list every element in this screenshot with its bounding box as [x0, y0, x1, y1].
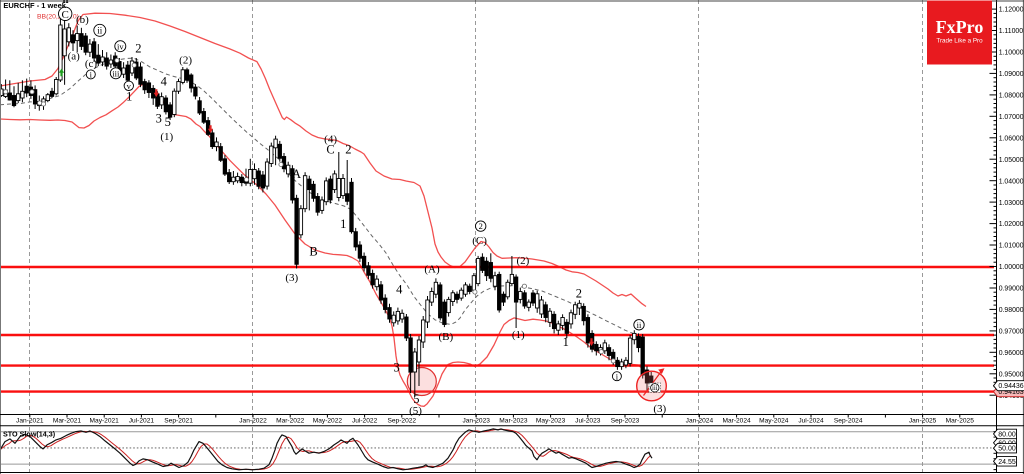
svg-text:2: 2 [576, 287, 582, 301]
svg-text:1.11000: 1.11000 [999, 28, 1024, 35]
svg-text:B: B [309, 244, 317, 258]
svg-text:EURCHF - 1 week: EURCHF - 1 week [3, 1, 66, 10]
svg-text:5: 5 [165, 115, 171, 129]
svg-text:3: 3 [393, 360, 399, 374]
svg-text:1.00000: 1.00000 [999, 264, 1024, 271]
svg-text:4: 4 [161, 74, 168, 88]
svg-text:(A): (A) [424, 264, 440, 276]
svg-text:C: C [326, 143, 334, 157]
svg-text:Mar-2024: Mar-2024 [722, 417, 751, 424]
svg-text:Mar-2021: Mar-2021 [53, 417, 82, 424]
svg-text:Trade Like a Pro: Trade Like a Pro [936, 38, 983, 45]
svg-text:Jan-2021: Jan-2021 [16, 417, 44, 424]
svg-text:1.04000: 1.04000 [999, 178, 1024, 185]
svg-text:Mar-2025: Mar-2025 [946, 417, 975, 424]
svg-text:0.98000: 0.98000 [999, 307, 1024, 314]
svg-text:0.94163: 0.94163 [998, 389, 1023, 396]
svg-text:1.10000: 1.10000 [999, 50, 1024, 57]
svg-text:Jul-2021: Jul-2021 [129, 417, 155, 424]
svg-text:1.03000: 1.03000 [999, 200, 1024, 207]
svg-text:(2): (2) [516, 255, 529, 267]
svg-text:1.05000: 1.05000 [999, 157, 1024, 164]
svg-text:(3): (3) [285, 272, 298, 284]
svg-text:Jan-2025: Jan-2025 [909, 417, 937, 424]
svg-text:1: 1 [126, 90, 132, 104]
svg-text:Jul-2022: Jul-2022 [352, 417, 378, 424]
svg-text:(1): (1) [512, 329, 525, 341]
svg-text:(c): (c) [85, 58, 98, 70]
svg-text:(B): (B) [438, 331, 453, 343]
svg-text:(5): (5) [409, 405, 422, 417]
svg-text:1.06000: 1.06000 [999, 135, 1024, 142]
svg-text:Jan-2024: Jan-2024 [686, 417, 714, 424]
svg-text:Sep-2022: Sep-2022 [387, 417, 416, 424]
svg-text:1.01000: 1.01000 [999, 243, 1024, 250]
svg-text:(b): (b) [76, 14, 89, 26]
svg-text:Mar-2023: Mar-2023 [499, 417, 528, 424]
svg-text:1.08000: 1.08000 [999, 93, 1024, 100]
svg-text:ii: ii [62, 0, 68, 6]
svg-text:5: 5 [413, 392, 419, 406]
svg-text:iv: iv [117, 41, 124, 51]
svg-text:1: 1 [563, 335, 569, 349]
svg-text:(2): (2) [179, 55, 192, 67]
svg-text:(1): (1) [160, 131, 173, 143]
svg-text:May-2022: May-2022 [313, 417, 343, 424]
svg-text:v: v [127, 81, 132, 91]
svg-text:STO Slow(14,3): STO Slow(14,3) [3, 430, 56, 439]
svg-text:1.02000: 1.02000 [999, 221, 1024, 228]
svg-text:3: 3 [156, 112, 162, 126]
svg-text:Jul-2023: Jul-2023 [575, 417, 601, 424]
svg-text:May-2024: May-2024 [759, 417, 789, 424]
svg-text:0.96000: 0.96000 [999, 350, 1024, 357]
svg-text:ii: ii [637, 320, 642, 330]
svg-text:0.94436: 0.94436 [998, 383, 1023, 390]
svg-text:0.97000: 0.97000 [999, 328, 1024, 335]
svg-text:(4): (4) [324, 134, 337, 146]
svg-text:Sep-2024: Sep-2024 [834, 417, 863, 424]
svg-text:iii: iii [112, 68, 120, 78]
svg-text:Sep-2021: Sep-2021 [164, 417, 193, 424]
svg-text:i: i [90, 69, 93, 79]
svg-text:BB(20,20,2.0): BB(20,20,2.0) [37, 13, 79, 20]
svg-text:(3): (3) [653, 403, 666, 415]
svg-text:Jan-2023: Jan-2023 [462, 417, 490, 424]
svg-text:4: 4 [396, 283, 403, 297]
svg-text:May-2021: May-2021 [90, 417, 120, 424]
svg-text:FxPro: FxPro [936, 17, 984, 37]
svg-text:Jan-2022: Jan-2022 [239, 417, 267, 424]
svg-text:ii: ii [97, 26, 103, 36]
svg-text:1: 1 [340, 217, 346, 231]
svg-text:1.09000: 1.09000 [999, 71, 1024, 78]
svg-text:Sep-2023: Sep-2023 [611, 417, 640, 424]
svg-text:iii: iii [652, 385, 658, 392]
svg-text:C: C [62, 9, 69, 21]
svg-text:0.99000: 0.99000 [999, 286, 1024, 293]
svg-text:80.00: 80.00 [998, 431, 1016, 438]
svg-text:1.12000: 1.12000 [999, 7, 1024, 14]
svg-text:May-2023: May-2023 [536, 417, 566, 424]
svg-text:1.07000: 1.07000 [999, 114, 1024, 121]
svg-text:0.95000: 0.95000 [999, 371, 1024, 378]
svg-text:Mar-2022: Mar-2022 [276, 417, 305, 424]
svg-text:2: 2 [135, 42, 141, 56]
svg-text:24.55: 24.55 [998, 459, 1016, 466]
svg-text:i: i [616, 371, 619, 381]
svg-text:Jul-2024: Jul-2024 [798, 417, 824, 424]
svg-text:2: 2 [345, 143, 351, 157]
svg-text:50.00: 50.00 [998, 446, 1016, 453]
svg-text:A: A [292, 167, 301, 181]
svg-text:2: 2 [479, 221, 483, 231]
svg-text:(C): (C) [472, 235, 487, 247]
svg-text:(a): (a) [68, 51, 81, 63]
